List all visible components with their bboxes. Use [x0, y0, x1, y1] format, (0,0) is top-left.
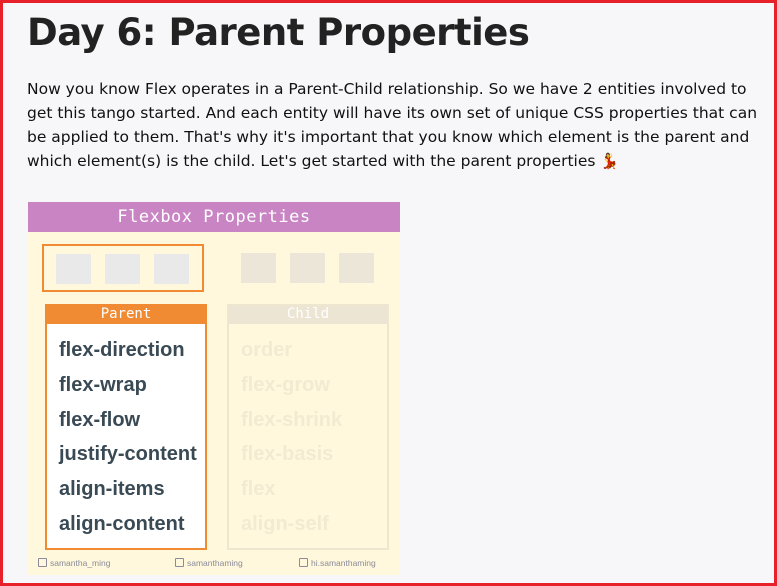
- instagram-icon: [38, 558, 47, 567]
- page-title: Day 6: Parent Properties: [27, 11, 530, 54]
- child-property: align-self: [241, 512, 329, 535]
- child-properties-list: order flex-grow flex-shrink flex-basis f…: [229, 324, 387, 542]
- credits-row: samantha_ming samanthaming hi.samanthami…: [28, 558, 400, 572]
- email-icon: [299, 558, 308, 567]
- child-property: flex-basis: [241, 443, 334, 466]
- child-item-illustration: [105, 254, 140, 284]
- credit-email: hi.samanthaming: [299, 558, 376, 568]
- dancer-emoji-icon: 💃: [600, 152, 620, 170]
- parent-property: justify-content: [59, 443, 197, 466]
- parent-properties-list: flex-direction flex-wrap flex-flow justi…: [47, 324, 205, 542]
- credit-handle: samantha_ming: [50, 558, 111, 568]
- parent-property: flex-flow: [59, 408, 141, 431]
- intro-text: Now you know Flex operates in a Parent-C…: [27, 80, 758, 170]
- parent-column-header: Parent: [47, 306, 205, 324]
- credit-handle: samanthaming: [187, 558, 243, 568]
- child-item-illustration: [154, 254, 189, 284]
- flexbox-properties-image: Flexbox Properties Parent flex-direction…: [28, 202, 400, 575]
- credit-instagram: samantha_ming: [38, 558, 110, 568]
- parent-properties-column: Parent flex-direction flex-wrap flex-flo…: [45, 304, 207, 550]
- child-item-illustration: [241, 253, 276, 283]
- child-property: flex-grow: [241, 373, 330, 396]
- child-item-illustration: [339, 253, 374, 283]
- twitter-icon: [175, 558, 184, 567]
- parent-property: flex-direction: [59, 339, 185, 361]
- credit-twitter: samanthaming: [175, 558, 243, 568]
- parent-container-illustration: [42, 244, 204, 292]
- credit-handle: hi.samanthaming: [311, 558, 376, 568]
- child-items-illustration: [238, 244, 388, 292]
- child-property: flex-shrink: [241, 408, 343, 431]
- parent-property: align-content: [59, 512, 185, 535]
- child-item-illustration: [56, 254, 91, 284]
- child-property: flex: [241, 478, 276, 501]
- child-property: order: [241, 339, 293, 361]
- parent-property: flex-wrap: [59, 373, 147, 396]
- child-column-header: Child: [229, 306, 387, 324]
- card-header: Flexbox Properties: [28, 202, 400, 232]
- child-item-illustration: [290, 253, 325, 283]
- intro-paragraph: Now you know Flex operates in a Parent-C…: [27, 77, 767, 173]
- parent-property: align-items: [59, 478, 165, 501]
- child-properties-column: Child order flex-grow flex-shrink flex-b…: [227, 304, 389, 550]
